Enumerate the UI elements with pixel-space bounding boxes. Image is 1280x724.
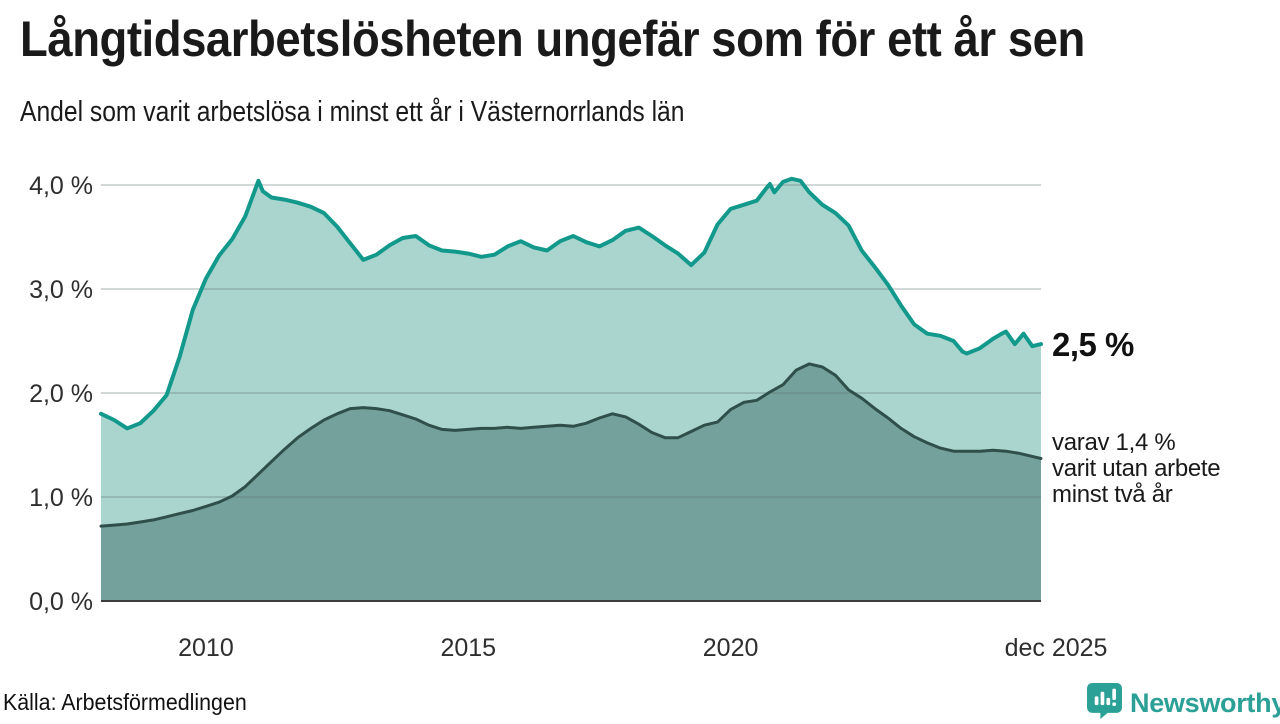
line-min-one-year bbox=[99, 176, 1043, 431]
page-subtitle: Andel som varit arbetslösa i minst ett å… bbox=[20, 96, 685, 128]
y-axis-label: 2,0 % bbox=[29, 380, 93, 408]
x-axis-label: 2020 bbox=[703, 634, 759, 662]
x-axis-label: 2015 bbox=[440, 634, 496, 662]
newsworthy-speech-bubble-chart-icon bbox=[1086, 682, 1123, 724]
x-axis-label: 2010 bbox=[178, 634, 234, 662]
secondary-annotation-line1: varav 1,4 % bbox=[1052, 429, 1176, 456]
source-note: Källa: Arbetsförmedlingen bbox=[3, 689, 247, 715]
line-min-two-years bbox=[99, 362, 1043, 528]
secondary-annotation-line2: varit utan arbete bbox=[1052, 455, 1221, 482]
last-value-annotation: 2,5 % bbox=[1052, 326, 1134, 363]
y-axis-label: 1,0 % bbox=[29, 484, 93, 512]
brand-logo: Newsworthy bbox=[1086, 682, 1280, 724]
x-axis-label: dec 2025 bbox=[1005, 634, 1108, 662]
secondary-annotation: varav 1,4 % varit utan arbete minst två … bbox=[1052, 429, 1221, 508]
page-title: Långtidsarbetslösheten ungefär som för e… bbox=[20, 11, 1085, 67]
y-axis-label: 3,0 % bbox=[29, 276, 93, 304]
y-axis-label: 4,0 % bbox=[29, 172, 93, 200]
area-fill-min-two-years bbox=[101, 363, 1041, 601]
brand-wordmark: Newsworthy bbox=[1130, 687, 1280, 718]
secondary-annotation-line3: minst två år bbox=[1052, 481, 1173, 508]
y-axis-label: 0,0 % bbox=[29, 588, 93, 616]
